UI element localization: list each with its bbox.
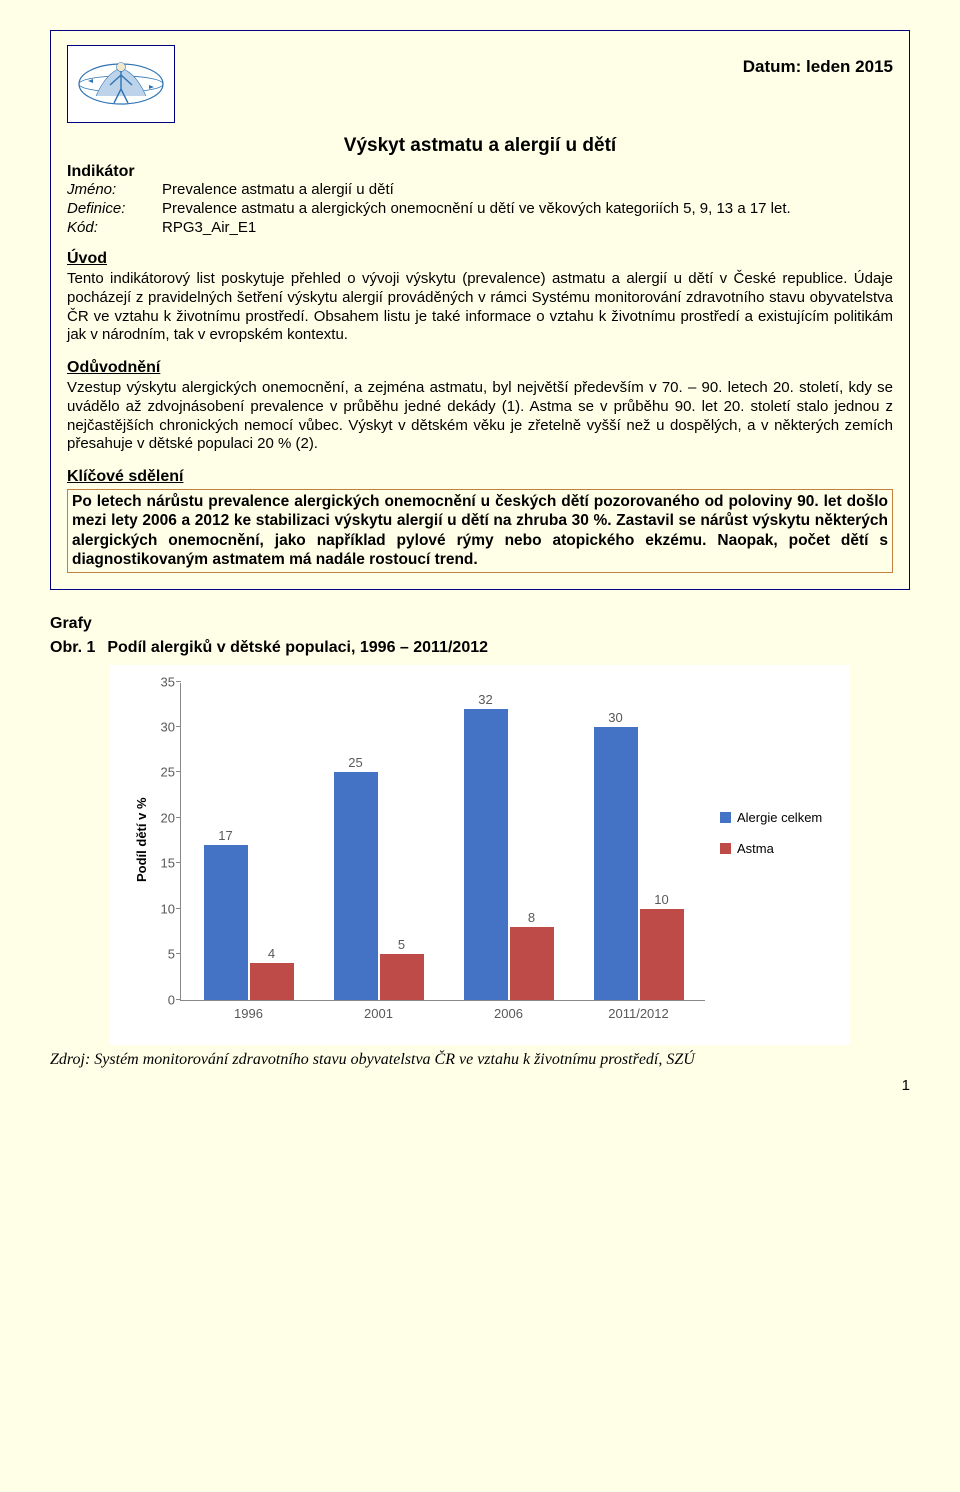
bar (510, 927, 554, 1000)
y-tick-mark (176, 771, 181, 772)
meta-label-definition: Definice: (67, 200, 162, 217)
indicator-heading: Indikátor (67, 163, 893, 181)
section-keymsg-heading: Klíčové sdělení (67, 468, 893, 486)
y-tick-label: 30 (161, 719, 181, 734)
y-tick-label: 20 (161, 810, 181, 825)
legend-label: Alergie celkem (737, 810, 822, 825)
meta-value-definition: Prevalence astmatu a alergických onemocn… (162, 200, 893, 217)
y-tick-label: 25 (161, 765, 181, 780)
meta-row-code: Kód: RPG3_Air_E1 (67, 219, 893, 236)
meta-label-code: Kód: (67, 219, 162, 236)
document-title: Výskyt astmatu a alergií u dětí (67, 135, 893, 157)
figure-1-source: Zdroj: Systém monitorování zdravotního s… (50, 1051, 910, 1069)
y-tick-label: 35 (161, 674, 181, 689)
meta-row-name: Jméno: Prevalence astmatu a alergií u dě… (67, 181, 893, 198)
figure-1-label: Obr. 1 (50, 639, 95, 657)
y-tick-mark (176, 817, 181, 818)
bar-value-label: 5 (398, 937, 405, 952)
legend-label: Astma (737, 841, 774, 856)
bar-value-label: 17 (218, 828, 232, 843)
bar-value-label: 25 (348, 755, 362, 770)
y-tick-label: 5 (168, 947, 181, 962)
bar (380, 954, 424, 999)
bar-value-label: 30 (608, 710, 622, 725)
page-number: 1 (50, 1077, 910, 1094)
bar (640, 909, 684, 1000)
date-line: Datum: leden 2015 (67, 57, 893, 77)
y-tick-mark (176, 999, 181, 1000)
legend-swatch (720, 812, 731, 823)
legend-item: Alergie celkem (720, 810, 822, 825)
meta-row-definition: Definice: Prevalence astmatu a alergický… (67, 200, 893, 217)
y-tick-label: 15 (161, 856, 181, 871)
x-category-label: 2011/2012 (608, 1006, 669, 1021)
bar (250, 963, 294, 999)
logo-cell (67, 45, 175, 123)
bar-value-label: 10 (654, 892, 668, 907)
y-tick-mark (176, 681, 181, 682)
bar (594, 727, 638, 1000)
y-tick-mark (176, 726, 181, 727)
figure-1-caption: Obr. 1 Podíl alergiků v dětské populaci,… (50, 639, 910, 657)
key-message-box: Po letech nárůstu prevalence alergických… (67, 489, 893, 573)
bar (204, 845, 248, 999)
section-charts-heading: Grafy (50, 615, 910, 633)
legend-swatch (720, 843, 731, 854)
x-category-label: 1996 (234, 1006, 263, 1021)
meta-value-code: RPG3_Air_E1 (162, 219, 256, 236)
environment-health-logo-icon (76, 53, 166, 115)
section-justification-text: Vzestup výskytu alergických onemocnění, … (67, 379, 893, 454)
figure-1-chart: 0 5 10 15 20 25 30 35 17 4 1996 25 5 2001 32 8 2006 30 10 2… (110, 665, 850, 1045)
section-justification-heading: Odůvodnění (67, 359, 893, 377)
section-intro-text: Tento indikátorový list poskytuje přehle… (67, 270, 893, 345)
y-tick-mark (176, 908, 181, 909)
y-axis-label: Podíl dětí v % (134, 797, 149, 882)
bar (464, 709, 508, 1000)
y-tick-label: 10 (161, 901, 181, 916)
bar-value-label: 4 (268, 946, 275, 961)
legend-item: Astma (720, 841, 822, 856)
meta-label-name: Jméno: (67, 181, 162, 198)
x-category-label: 2001 (364, 1006, 393, 1021)
bar-value-label: 8 (528, 910, 535, 925)
legend: Alergie celkem Astma (720, 810, 822, 872)
meta-value-name: Prevalence astmatu a alergií u dětí (162, 181, 394, 198)
plot-area: 0510152025303517419962552001328200630102… (180, 683, 705, 1001)
header-frame: Datum: leden 2015 Výskyt astmatu a alerg… (50, 30, 910, 590)
bar-value-label: 32 (478, 692, 492, 707)
section-intro-heading: Úvod (67, 250, 893, 268)
y-tick-mark (176, 862, 181, 863)
x-category-label: 2006 (494, 1006, 523, 1021)
y-tick-label: 0 (168, 992, 181, 1007)
y-tick-mark (176, 953, 181, 954)
bar (334, 772, 378, 999)
figure-1-title: Podíl alergiků v dětské populaci, 1996 –… (107, 639, 488, 657)
